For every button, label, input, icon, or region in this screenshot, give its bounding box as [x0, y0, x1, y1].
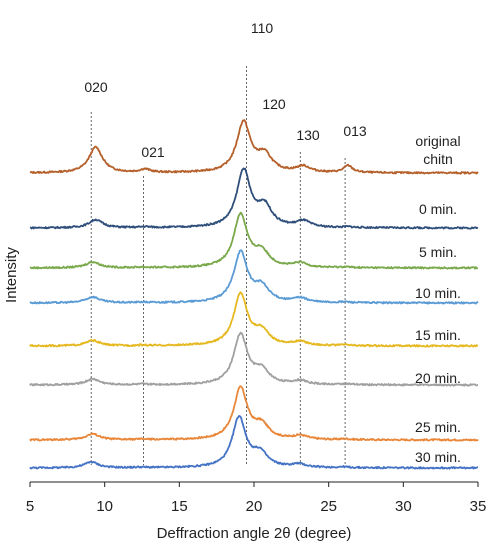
- series-label: 30 min.: [415, 449, 461, 465]
- x-tick-label: 35: [470, 498, 487, 515]
- series-line-4: [29, 249, 479, 305]
- x-tick-label: 5: [26, 498, 34, 515]
- series-line-3: [29, 211, 479, 270]
- peak-label-020: 020: [84, 79, 108, 95]
- series-line-2: [29, 167, 479, 230]
- series-label: 10 min.: [415, 285, 461, 301]
- series-label: 15 min.: [415, 327, 461, 343]
- series-label: 0 min.: [419, 201, 457, 217]
- peak-label-013: 013: [343, 123, 367, 139]
- series-label: 20 min.: [415, 370, 461, 386]
- x-tick-label: 25: [320, 498, 337, 515]
- peak-labels: 020 021 110 120 130 013: [84, 20, 367, 160]
- series-line-7: [29, 385, 479, 442]
- series-label: chitn: [423, 151, 453, 167]
- series-line-5: [29, 291, 479, 348]
- peak-label-110: 110: [251, 20, 274, 36]
- series-label: original: [415, 133, 460, 149]
- series-label: 25 min.: [415, 419, 461, 435]
- x-tick-label: 15: [171, 498, 188, 515]
- series-labels: original chitn 0 min. 5 min. 10 min. 15 min. 2…: [415, 133, 461, 465]
- reference-lines: [90, 66, 346, 465]
- peak-label-120: 120: [262, 96, 286, 112]
- y-axis-label: Intensity: [3, 247, 20, 303]
- x-tick-label: 20: [246, 498, 263, 515]
- series-line-6: [29, 331, 479, 387]
- series-line-1: [29, 119, 479, 175]
- series-line-8: [29, 415, 479, 470]
- series-lines: [29, 119, 479, 470]
- x-axis-label: Deffraction angle 2θ (degree): [157, 525, 352, 542]
- peak-label-021: 021: [141, 144, 165, 160]
- x-tick-label: 10: [96, 498, 113, 515]
- series-label: 5 min.: [419, 244, 457, 260]
- x-tick-label: 30: [395, 498, 412, 515]
- x-tick-labels: 5 10 15 20 25 30 35: [26, 482, 487, 515]
- peak-label-130: 130: [296, 127, 320, 143]
